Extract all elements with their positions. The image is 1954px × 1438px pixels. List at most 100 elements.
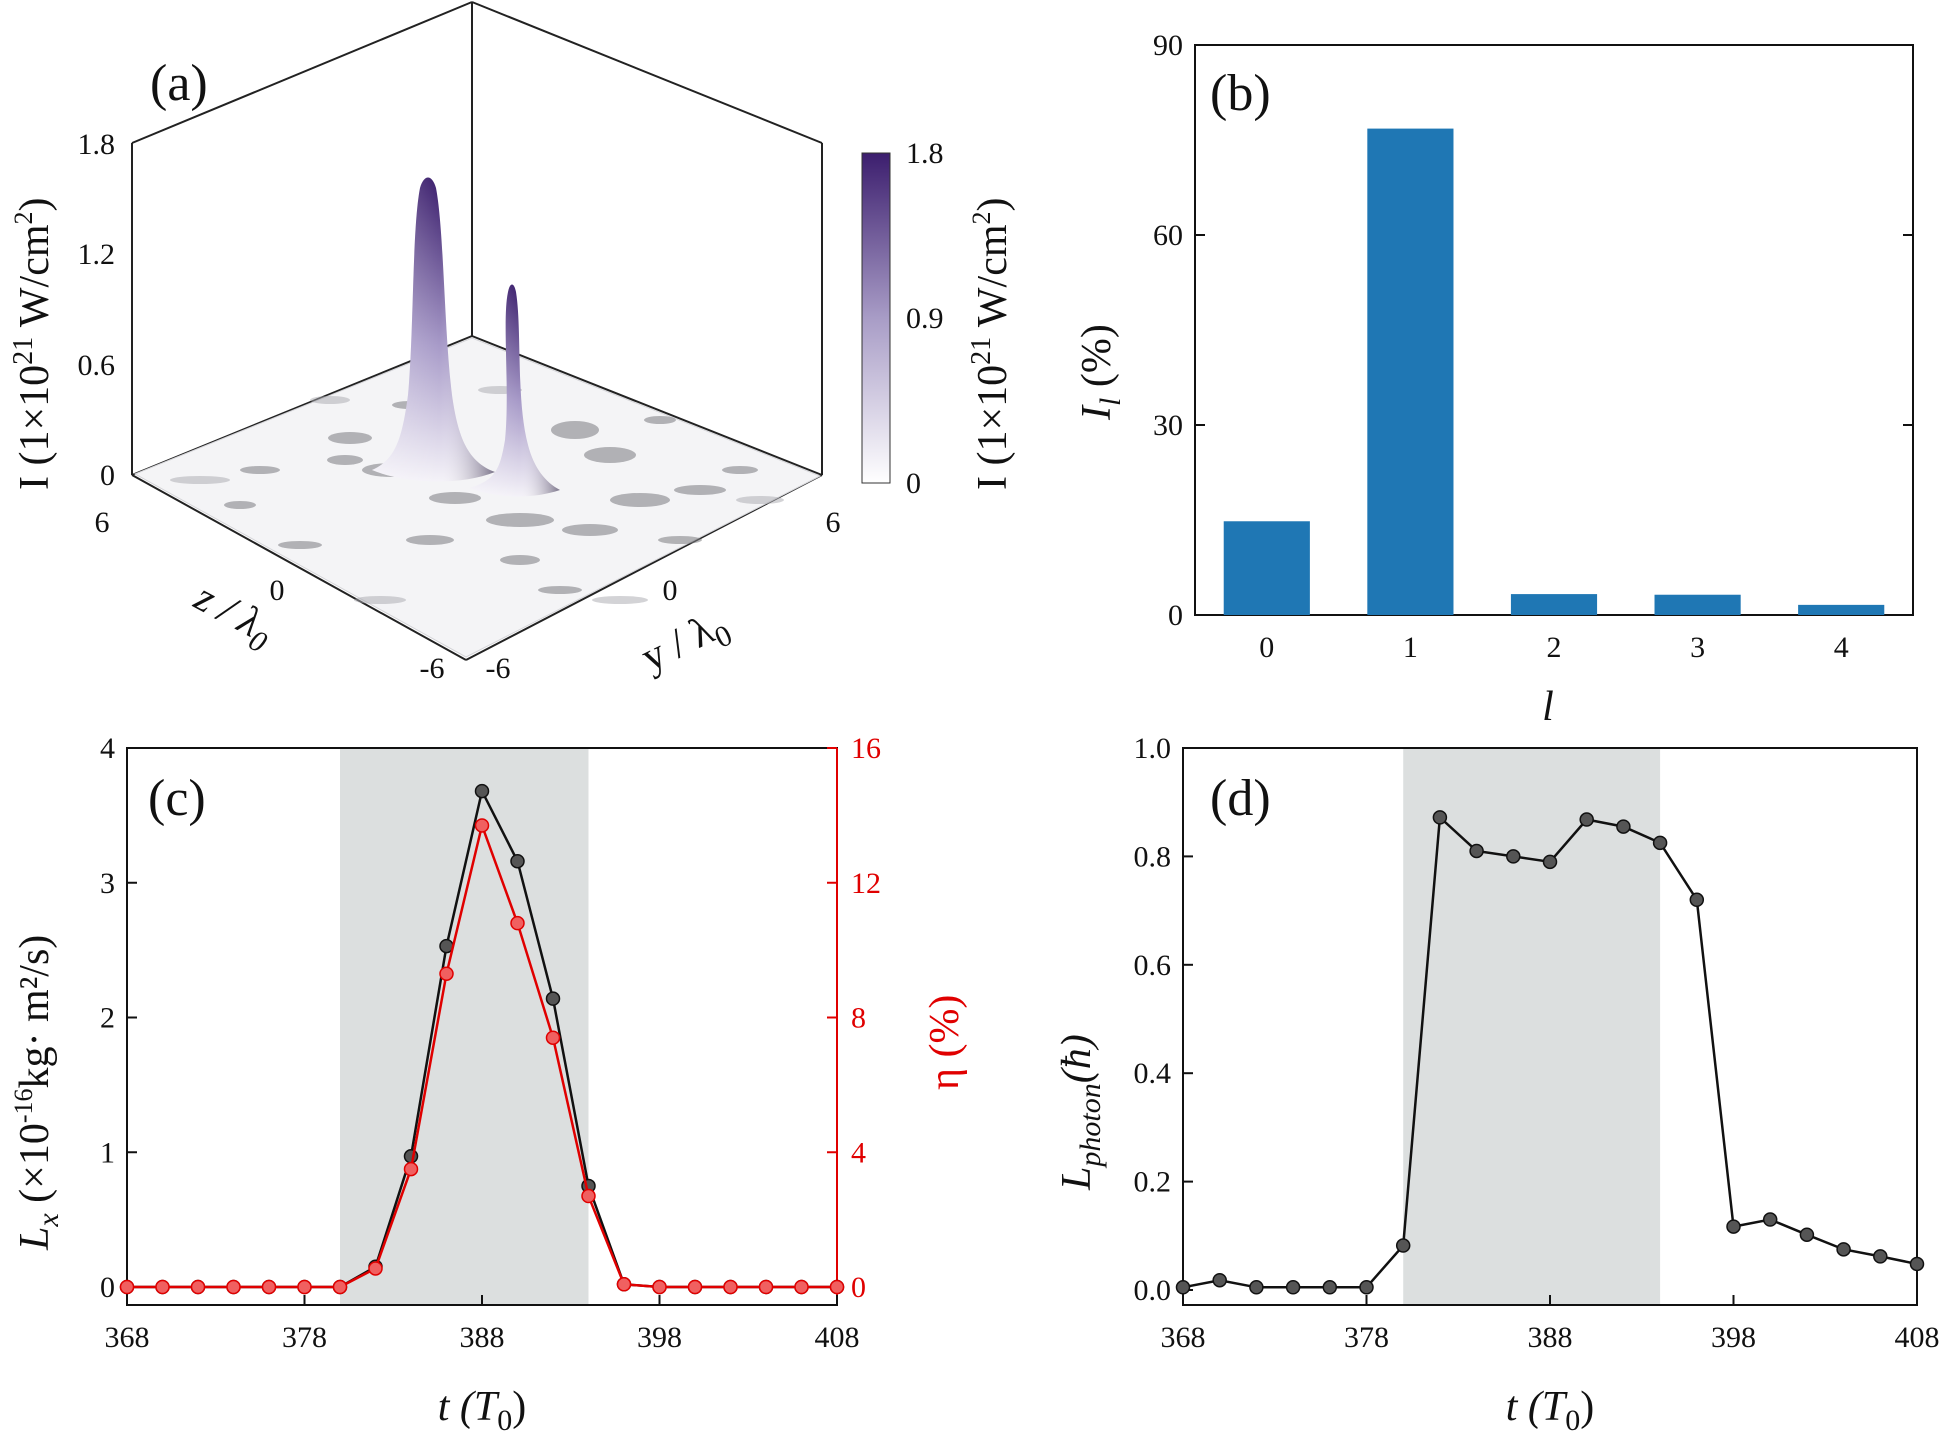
Lphoton-point (1726, 1219, 1741, 1234)
c-right-ytick-label: 16 (851, 732, 881, 765)
b-y-axis: 0 30 60 90 (1153, 29, 1913, 632)
c-right-ytick-label: 4 (851, 1136, 866, 1169)
c-left-ytick-label: 2 (100, 1002, 115, 1035)
bar-1 (1367, 128, 1454, 615)
a-ydir-tick-neg6: -6 (486, 652, 511, 685)
Lphoton-point (1212, 1272, 1227, 1288)
c-x-axis: 368 378 388 398 408 (105, 1295, 860, 1354)
a-ydir-tick-6: 6 (826, 506, 841, 539)
b-bars (1223, 128, 1885, 615)
z-intensity-axis: 0 0.6 1.2 1.8 I (1×1021 W/cm2) (8, 128, 115, 492)
c-left-y-axis: 0 1 2 3 4 (100, 732, 137, 1304)
c-left-ytick-label: 3 (100, 867, 115, 900)
b-ytick-label: 90 (1153, 29, 1183, 62)
bar-2 (1510, 594, 1598, 615)
c-left-ytick-label: 0 (100, 1271, 115, 1304)
eta-point (368, 1261, 383, 1276)
d-ytick-label: 0.4 (1134, 1057, 1172, 1090)
eta-point (439, 966, 454, 981)
Lphoton-point (1506, 849, 1521, 864)
Lphoton-point (1175, 1280, 1191, 1295)
cbar-tick-max: 1.8 (906, 137, 944, 170)
eta-point (190, 1279, 206, 1295)
d-ylabel: Lphoton(ħ) (1054, 1034, 1107, 1191)
Lx-point (474, 783, 490, 799)
c-right-y-axis: 0 4 8 12 16 (827, 732, 881, 1304)
x-tick-label: 408 (1895, 1321, 1940, 1354)
x-tick-label: 378 (282, 1321, 327, 1354)
d-xlabel: t (T0) (1506, 1384, 1595, 1437)
a-zaxis-label: I (1×1021 W/cm2) (8, 197, 58, 490)
Lphoton-point (1689, 892, 1705, 908)
Lphoton-point (1799, 1227, 1815, 1242)
panel-b-bar-chart: 0 30 60 90 0 1 2 3 4 Il (%) l (b) (1074, 29, 1914, 730)
eta-point (758, 1279, 774, 1295)
eta-point (261, 1279, 277, 1295)
panel-label-b: (b) (1210, 65, 1271, 122)
b-xlabel: l (1542, 684, 1554, 730)
b-ytick-label: 30 (1153, 409, 1183, 442)
x-tick-label: 368 (105, 1321, 150, 1354)
Lphoton-point (1395, 1238, 1411, 1253)
panel-label-a: (a) (150, 55, 208, 112)
c-right-ytick-label: 8 (851, 1002, 866, 1035)
Lphoton-point (1469, 843, 1484, 859)
a-ydir-label: y / λ0 (634, 601, 737, 688)
cbar-tick-min: 0 (906, 467, 921, 500)
a-zdir-tick-neg6: -6 (420, 652, 445, 685)
b-xtick-label: 4 (1834, 631, 1849, 664)
eta-point (155, 1279, 170, 1295)
b-ytick-label: 0 (1168, 599, 1183, 632)
x-tick-label: 398 (1711, 1321, 1756, 1354)
Lphoton-point (1836, 1242, 1851, 1257)
c-series (119, 783, 845, 1295)
c-right-ytick-label: 12 (851, 867, 881, 900)
eta-point (297, 1279, 312, 1295)
c-xlabel: t (T0) (438, 1384, 527, 1437)
eta-point (687, 1279, 703, 1295)
c-left-ytick-label: 4 (100, 732, 115, 765)
Lphoton-point (1762, 1212, 1778, 1227)
b-xtick-label: 2 (1547, 631, 1562, 664)
bar-3 (1654, 594, 1741, 615)
bar-0 (1223, 521, 1310, 615)
a-ztick-2: 1.2 (78, 238, 116, 271)
Lphoton-point (1542, 854, 1558, 870)
eta-point (794, 1279, 809, 1295)
eta-point (545, 1030, 561, 1045)
d-ytick-label: 0.0 (1134, 1274, 1172, 1307)
eta-point (119, 1279, 135, 1295)
panel-a-surface-plot: 0 0.6 1.2 1.8 I (1×1021 W/cm2) 6 0 -6 z … (8, 1, 1016, 688)
x-tick-label: 368 (1161, 1321, 1206, 1354)
Lphoton-point (1249, 1280, 1264, 1295)
b-xtick-label: 3 (1690, 631, 1705, 664)
d-y-axis: 0.0 0.2 0.4 0.6 0.8 1.0 (1134, 732, 1193, 1307)
c-right-ytick-label: 0 (851, 1271, 866, 1304)
surface-peaks (372, 177, 560, 497)
eta-point (474, 818, 490, 833)
d-ytick-label: 0.8 (1134, 840, 1172, 873)
Lx-point (545, 991, 561, 1006)
x-tick-label: 378 (1344, 1321, 1389, 1354)
a-zdir-tick-6: 6 (95, 506, 110, 539)
c-ylabel-right: η (%) (922, 995, 968, 1090)
d-ytick-label: 1.0 (1134, 732, 1172, 765)
a-zdir-label: z / λ0 (183, 574, 281, 660)
d-ytick-label: 0.2 (1134, 1166, 1172, 1199)
b-xtick-label: 1 (1403, 631, 1418, 664)
x-tick-label: 408 (815, 1321, 860, 1354)
d-shaded-region (1403, 748, 1661, 1305)
b-ylabel: Il (%) (1074, 324, 1127, 421)
a-ydir-tick-0: 0 (663, 574, 678, 607)
panel-label-c: (c) (148, 770, 206, 827)
eta-point (403, 1161, 419, 1177)
Lphoton-point (1579, 812, 1594, 827)
eta-point (581, 1188, 596, 1204)
Lx-point (403, 1149, 419, 1164)
Lphoton-point (1873, 1249, 1888, 1264)
d-series (1175, 810, 1925, 1295)
eta-point (723, 1279, 738, 1295)
Lphoton-point (1432, 810, 1448, 825)
